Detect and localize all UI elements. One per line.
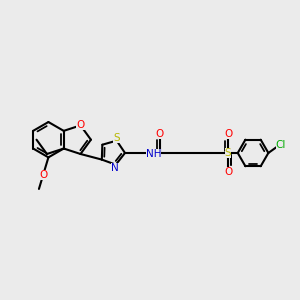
Text: N: N [111, 163, 119, 172]
Text: S: S [113, 133, 120, 143]
Text: O: O [224, 129, 232, 139]
Text: O: O [39, 170, 47, 180]
Text: Cl: Cl [276, 140, 286, 150]
Text: NH: NH [146, 148, 161, 158]
Text: O: O [224, 167, 232, 177]
Text: O: O [156, 128, 164, 139]
Text: O: O [76, 120, 85, 130]
Text: S: S [225, 148, 231, 158]
